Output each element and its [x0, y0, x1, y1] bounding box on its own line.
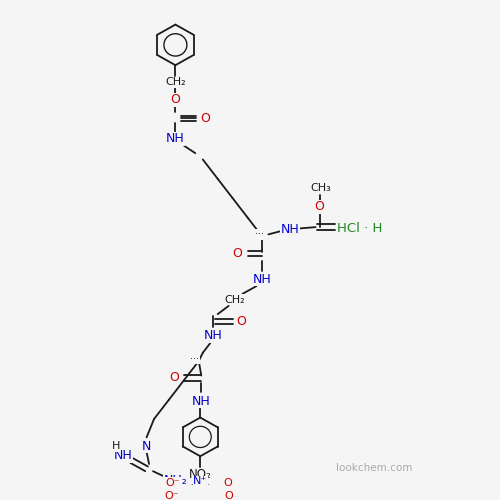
Text: NH: NH — [114, 450, 132, 462]
Text: NH: NH — [166, 132, 185, 145]
Text: O: O — [224, 491, 234, 500]
Text: O: O — [169, 372, 179, 384]
Text: N: N — [142, 440, 152, 452]
Text: O: O — [223, 478, 232, 488]
Text: O: O — [170, 94, 180, 106]
Text: lookchem.com: lookchem.com — [336, 463, 412, 473]
Text: CH₃: CH₃ — [310, 184, 331, 194]
Text: NO₂: NO₂ — [189, 468, 212, 481]
Text: NH: NH — [192, 394, 210, 407]
Text: O: O — [340, 220, 349, 234]
Text: NH: NH — [280, 223, 299, 236]
Text: NH₂: NH₂ — [164, 474, 188, 488]
Text: ···: ··· — [256, 230, 264, 239]
Text: NH: NH — [253, 273, 272, 286]
Text: ···: ··· — [190, 354, 200, 364]
Text: O: O — [232, 247, 242, 260]
Text: HCl · H: HCl · H — [336, 222, 382, 235]
Text: O: O — [200, 112, 210, 125]
Text: N⁺: N⁺ — [193, 476, 208, 486]
Text: CH₂: CH₂ — [165, 77, 186, 87]
Text: NH: NH — [204, 330, 222, 342]
Text: CH₂: CH₂ — [225, 294, 246, 304]
Text: H: H — [112, 441, 120, 451]
Text: O⁻: O⁻ — [164, 491, 179, 500]
Text: O: O — [314, 200, 324, 213]
Text: O⁻: O⁻ — [166, 478, 180, 488]
Text: O: O — [236, 315, 246, 328]
